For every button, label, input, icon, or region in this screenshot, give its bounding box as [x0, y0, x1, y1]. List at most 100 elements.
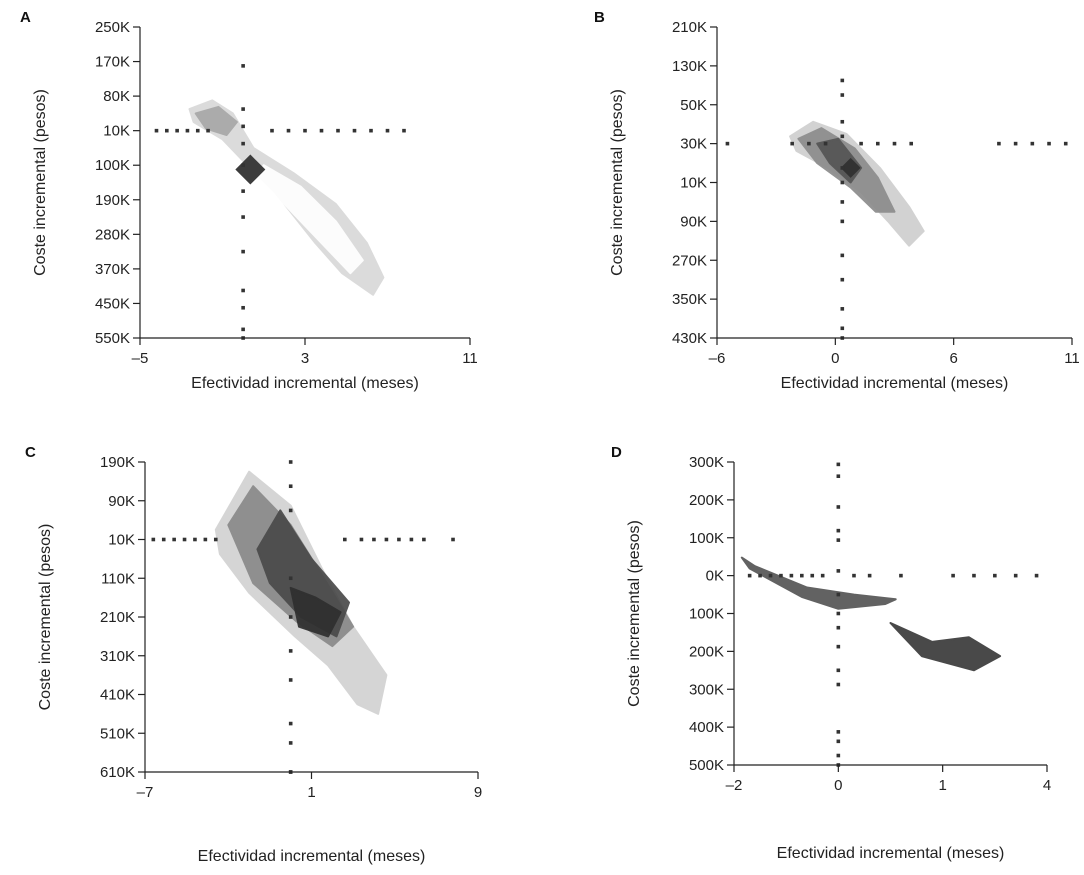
v-dot: [288, 721, 293, 726]
x-tick-label: 1: [307, 784, 315, 801]
x-tick-label: –5: [132, 350, 149, 367]
panel-b: B 210K 130K 50K 30K 10K 90K 270K 350K 430K –6 0 6 11 E…: [542, 0, 1084, 435]
y-tick-label: 300K: [689, 454, 724, 471]
x-tick-label: –7: [137, 784, 154, 801]
h-dot: [899, 573, 903, 578]
y-tick-label: 100K: [689, 606, 724, 623]
v-dot: [836, 682, 841, 687]
v-dot: [288, 508, 293, 513]
v-dot: [288, 678, 293, 682]
h-dot: [852, 573, 856, 578]
y-tick-label: 510K: [100, 725, 135, 742]
v-dot: [836, 462, 841, 467]
h-dot: [352, 128, 357, 133]
h-dot: [1013, 573, 1018, 578]
h-dot: [182, 537, 187, 542]
y-axis-title: Coste incremental (pesos): [626, 520, 643, 707]
density-cloud-1: [889, 622, 1002, 672]
v-dot: [836, 569, 841, 573]
y-tick-label: 50K: [680, 97, 707, 114]
h-dot: [270, 128, 274, 133]
h-dot: [409, 537, 414, 542]
v-dot: [840, 200, 845, 204]
y-tick-label: 130K: [672, 58, 707, 75]
h-dot: [758, 573, 762, 578]
v-dot: [836, 505, 841, 509]
h-dot: [875, 141, 880, 146]
h-dot: [747, 573, 752, 578]
y-axis-title: Coste incremental (pesos): [609, 89, 626, 276]
h-dot: [859, 141, 863, 146]
density-cloud-1: [254, 164, 364, 275]
center-marker: [235, 154, 266, 185]
y-tick-label: 610K: [100, 764, 135, 781]
density-cloud-2: [194, 105, 238, 136]
y-tick-label: 450K: [95, 295, 130, 312]
x-axis-title: Efectividad incremental (meses): [777, 845, 1005, 862]
x-axis-title: Efectividad incremental (meses): [198, 848, 426, 865]
panel-letter: A: [20, 9, 31, 26]
x-tick-label: 4: [1043, 777, 1051, 794]
y-tick-label: 350K: [672, 291, 707, 308]
v-dot: [836, 611, 841, 616]
v-dot: [288, 460, 293, 464]
h-dot: [820, 573, 825, 578]
x-tick-label: 11: [462, 350, 478, 367]
h-dot: [800, 573, 804, 578]
v-dot: [836, 538, 841, 542]
v-dot: [241, 288, 245, 293]
x-tick-label: –6: [709, 350, 726, 367]
h-dot: [909, 141, 914, 146]
y-tick-label: 10K: [108, 532, 135, 549]
h-dot: [161, 537, 166, 542]
y-tick-label: 100K: [689, 530, 724, 547]
chart-d: D 300K 200K 100K 0K 100K 200K 300K 400K 500K–2 0 1 4…: [611, 444, 1051, 862]
v-dot: [288, 649, 293, 653]
panel-letter: C: [25, 444, 36, 461]
y-tick-label: 200K: [689, 492, 724, 509]
h-dot: [385, 128, 390, 133]
x-tick-label: 1: [938, 777, 946, 794]
v-dot: [840, 253, 845, 258]
h-dot: [336, 128, 340, 133]
density-cloud-0: [740, 556, 897, 610]
h-dot: [343, 537, 347, 542]
h-dot: [213, 537, 218, 542]
y-tick-label: 430K: [672, 330, 707, 347]
h-dot: [165, 128, 169, 133]
h-dot: [359, 537, 364, 542]
chart-a: A 250K 170K 80K 10K 100K 190K 280K 370K 450K 550K–…: [20, 9, 478, 392]
y-tick-label: 210K: [672, 19, 707, 36]
panel-d: D 300K 200K 100K 0K 100K 200K 300K 400K 500K –2 0 1 4…: [542, 435, 1084, 870]
panel-c: C 190K 90K 10K 110K 210K 310K 410K 510K 610K –7 1 9 E…: [0, 435, 542, 870]
y-tick-label: 30K: [680, 136, 707, 153]
h-dot: [779, 573, 783, 578]
h-dot: [369, 128, 373, 133]
v-dot: [241, 249, 245, 254]
h-dot: [997, 141, 1001, 146]
v-dot: [840, 277, 845, 282]
v-dot: [840, 119, 845, 124]
h-dot: [397, 537, 401, 542]
v-dot: [288, 484, 293, 489]
v-dot: [836, 730, 841, 734]
h-dot: [1034, 573, 1039, 578]
y-tick-label: 310K: [100, 648, 135, 665]
v-dot: [241, 141, 245, 146]
y-axis-title: Coste incremental (pesos): [37, 524, 54, 711]
h-dot: [154, 128, 159, 133]
y-tick-label: 10K: [680, 175, 707, 192]
y-axis-title: Coste incremental (pesos): [32, 89, 49, 276]
y-tick-label: 190K: [100, 454, 135, 471]
x-axis-title: Efectividad incremental (meses): [191, 375, 419, 392]
h-dot: [319, 128, 324, 133]
y-tick-label: 280K: [95, 226, 130, 243]
v-dot: [840, 180, 845, 185]
v-dot: [840, 219, 845, 224]
h-dot: [807, 141, 811, 146]
x-tick-label: 0: [834, 777, 842, 794]
h-dot: [867, 573, 872, 578]
v-dot: [836, 592, 841, 597]
v-dot: [241, 327, 245, 332]
h-dot: [402, 128, 406, 133]
